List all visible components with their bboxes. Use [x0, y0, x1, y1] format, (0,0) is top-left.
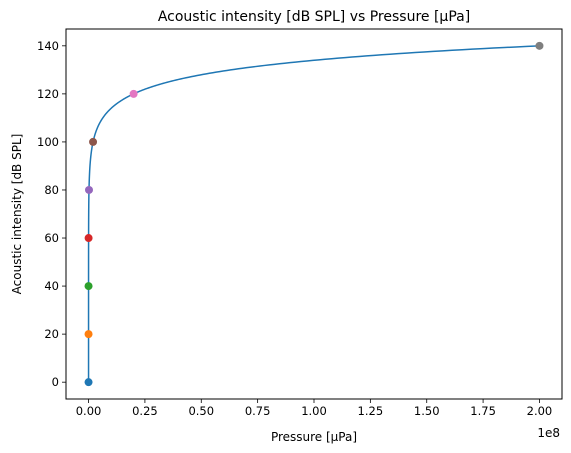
data-point [84, 185, 93, 194]
data-point [89, 137, 98, 146]
x-tick-label: 0.50 [188, 404, 214, 418]
x-axis-offset-label: 1e8 [537, 426, 560, 440]
y-tick-label: 0 [52, 375, 59, 389]
x-axis: 0.00 0.25 0.50 0.75 1.00 1.25 1.50 1.75 2.00 [76, 399, 553, 418]
data-point [84, 234, 93, 243]
data-point [84, 378, 93, 387]
x-tick-label: 1.25 [358, 404, 384, 418]
y-tick-label: 60 [44, 231, 59, 245]
plot-frame [65, 28, 563, 400]
x-tick-label: 0.00 [76, 404, 102, 418]
x-axis-label: Pressure [µPa] [271, 430, 357, 444]
x-tick-label: 0.75 [245, 404, 271, 418]
y-tick-label: 40 [44, 279, 59, 293]
data-point [84, 330, 93, 339]
x-tick-label: 0.25 [132, 404, 158, 418]
chart-title: Acoustic intensity [dB SPL] vs Pressure … [158, 9, 470, 25]
y-axis: 0 20 40 60 80 100 120 140 [37, 39, 66, 389]
x-tick-label: 2.00 [527, 404, 553, 418]
x-tick-label: 1.00 [301, 404, 327, 418]
series-line [87, 45, 540, 383]
y-tick-label: 140 [37, 39, 59, 53]
x-tick-label: 1.50 [414, 404, 440, 418]
data-point [84, 282, 93, 291]
plot-area [84, 41, 544, 387]
data-point [535, 41, 544, 50]
y-tick-label: 120 [37, 87, 59, 101]
y-tick-label: 80 [44, 183, 59, 197]
y-tick-label: 20 [44, 327, 59, 341]
y-tick-label: 100 [37, 135, 59, 149]
data-point [129, 89, 138, 98]
y-axis-label: Acoustic intensity [dB SPL] [10, 134, 24, 295]
x-tick-label: 1.75 [470, 404, 496, 418]
